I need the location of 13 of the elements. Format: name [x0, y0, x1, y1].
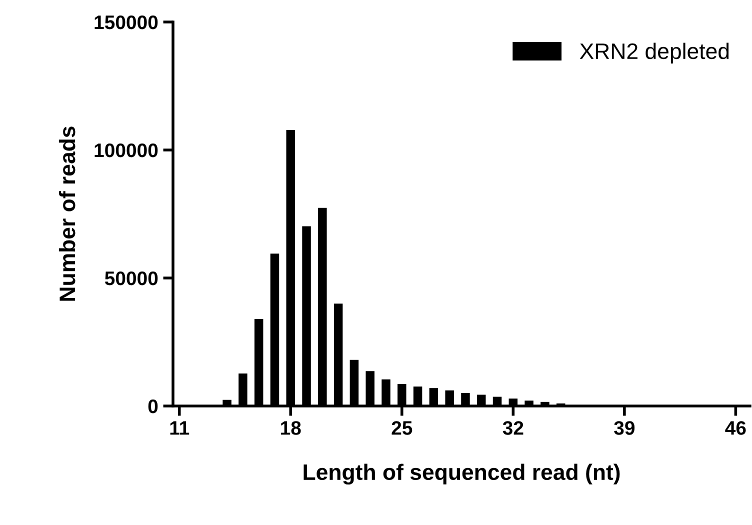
legend-label: XRN2 depleted	[580, 42, 729, 64]
y-tick-label: 50000	[104, 271, 158, 286]
y-tick-label: 150000	[94, 15, 158, 30]
x-axis-title: Length of sequenced read (nt)	[304, 464, 620, 485]
x-tick-label: 25	[392, 421, 412, 435]
y-tick-label: 100000	[94, 143, 158, 158]
x-tick-label: 39	[614, 421, 635, 435]
x-tick-label: 32	[502, 421, 524, 435]
x-tick-label: 18	[281, 421, 301, 435]
y-axis-title: Number of reads	[58, 126, 76, 301]
x-tick-label: 46	[725, 421, 746, 435]
x-tick-label: 11	[170, 421, 190, 435]
y-tick-label: 0	[148, 399, 158, 414]
